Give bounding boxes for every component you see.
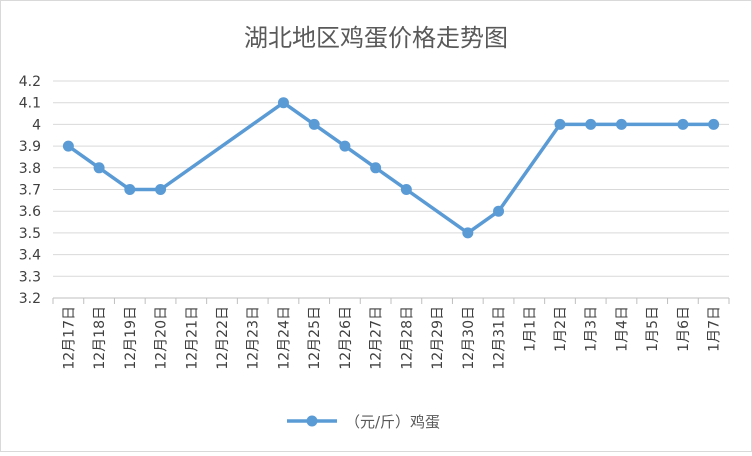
series-line [66, 100, 716, 235]
data-point[interactable] [615, 118, 627, 130]
data-point[interactable] [585, 118, 597, 130]
x-tick-label: 12月27日 [369, 306, 385, 370]
x-tick-label: 12月17日 [61, 306, 77, 370]
x-tick-label: 12月31日 [492, 306, 508, 370]
data-point[interactable] [93, 162, 105, 174]
data-point[interactable] [339, 140, 351, 152]
x-tick-label: 12月23日 [246, 306, 262, 370]
x-tick-label: 12月30日 [461, 306, 477, 370]
y-tick-label: 3.3 [19, 269, 41, 285]
y-tick-label: 3.6 [19, 204, 41, 220]
x-axis [52, 298, 730, 304]
y-tick-label: 4.1 [19, 96, 41, 112]
series-layer [62, 97, 720, 239]
y-tick-label: 3.4 [19, 248, 41, 264]
x-tick-label: 12月26日 [338, 306, 354, 370]
x-tick-label: 1月3日 [584, 306, 600, 352]
x-tick-label: 1月6日 [676, 306, 692, 352]
legend-marker [306, 415, 318, 427]
data-point[interactable] [554, 118, 566, 130]
x-tick-label: 12月20日 [154, 306, 170, 370]
x-tick-label: 12月19日 [123, 306, 139, 370]
x-axis-tick-labels: 12月17日 12月18日 12月19日 12月20日 12月21日 12月22日 12月2… [61, 306, 722, 370]
x-tick-label: 1月7日 [707, 306, 723, 352]
y-tick-label: 3.7 [19, 183, 41, 199]
chart-title: 湖北地区鸡蛋价格走势图 [244, 24, 508, 52]
x-tick-label: 12月28日 [399, 306, 415, 370]
x-tick-label: 12月25日 [307, 306, 323, 370]
y-axis-tick-labels: 3.2 3.3 3.4 3.5 3.6 3.7 3.8 3.9 4 4.1 4.2 [19, 74, 41, 307]
y-tick-label: 3.5 [19, 226, 41, 242]
x-tick-label: 12月22日 [215, 306, 231, 370]
x-tick-label: 12月29日 [430, 306, 446, 370]
y-tick-label: 4.2 [19, 74, 41, 90]
x-tick-label: 12月21日 [184, 306, 200, 370]
data-point[interactable] [708, 118, 720, 130]
x-tick-label: 1月5日 [645, 306, 661, 352]
y-tick-label: 4 [32, 117, 41, 133]
data-point[interactable] [677, 118, 689, 130]
legend[interactable]: （元/斤）鸡蛋 [287, 413, 440, 431]
x-tick-label: 12月18日 [92, 306, 108, 370]
data-point[interactable] [493, 205, 505, 217]
data-point[interactable] [62, 140, 74, 152]
x-tick-label: 1月1日 [522, 306, 538, 352]
data-point[interactable] [124, 184, 136, 195]
x-tick-label: 1月2日 [553, 306, 569, 352]
data-point[interactable] [400, 184, 412, 195]
data-point[interactable] [277, 97, 289, 109]
y-tick-label: 3.8 [19, 161, 41, 177]
y-tick-label: 3.2 [19, 291, 41, 307]
legend-label: （元/斤）鸡蛋 [345, 413, 440, 431]
data-point[interactable] [462, 227, 474, 239]
x-tick-label: 1月4日 [614, 306, 630, 352]
x-tick-label: 12月24日 [276, 306, 292, 370]
data-point[interactable] [308, 118, 320, 130]
data-point[interactable] [370, 162, 382, 174]
y-tick-label: 3.9 [19, 139, 41, 155]
data-point[interactable] [155, 184, 167, 195]
